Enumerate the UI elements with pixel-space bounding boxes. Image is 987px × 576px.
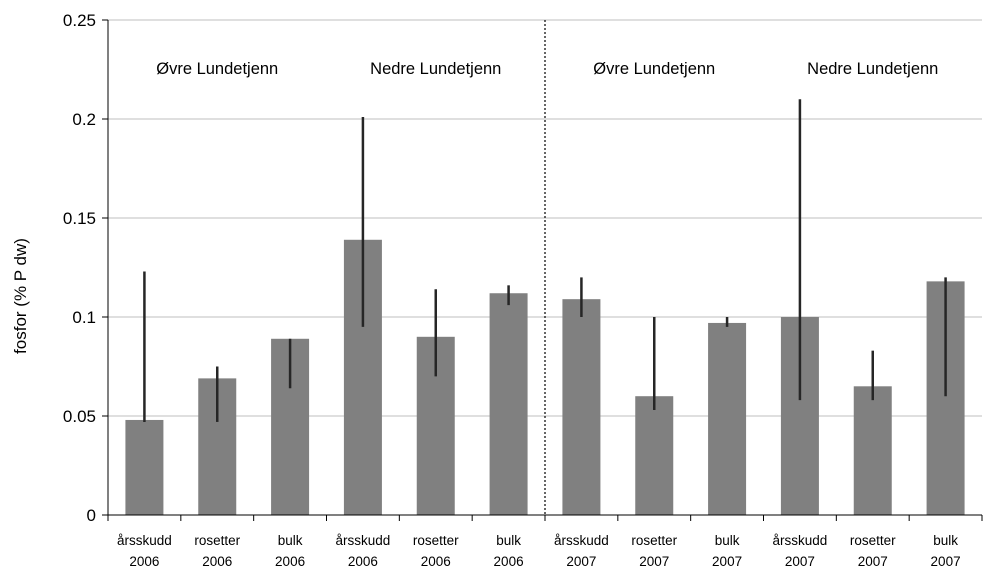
x-tick-label: bulk xyxy=(278,533,303,548)
x-tick-label-year: 2007 xyxy=(712,554,742,569)
axes xyxy=(102,19,983,521)
group-labels: Øvre Lundetjenn Nedre Lundetjenn Øvre Lund… xyxy=(156,60,938,78)
x-tick-label-year: 2006 xyxy=(494,554,524,569)
x-tick-label: rosetter xyxy=(194,533,240,548)
y-tick-label: 0.05 xyxy=(63,407,96,426)
bar xyxy=(853,386,892,515)
bar xyxy=(562,299,601,515)
group-label: Nedre Lundetjenn xyxy=(807,60,938,78)
x-tick-label: rosetter xyxy=(413,533,459,548)
y-tick-label: 0.2 xyxy=(72,110,96,129)
x-tick-label: bulk xyxy=(715,533,740,548)
y-axis-label: fosfor (% P dw) xyxy=(11,238,30,354)
x-tick-label: årsskudd xyxy=(773,533,828,548)
x-tick-label: rosetter xyxy=(631,533,677,548)
bar xyxy=(635,396,674,515)
y-tick-label: 0.15 xyxy=(63,209,96,228)
error-bars xyxy=(143,99,947,422)
bars xyxy=(125,239,965,515)
x-tick-label-year: 2006 xyxy=(202,554,232,569)
x-tick-label: årsskudd xyxy=(117,533,172,548)
x-tick-label: bulk xyxy=(933,533,958,548)
x-tick-label-year: 2006 xyxy=(348,554,378,569)
bar xyxy=(708,322,747,515)
bar xyxy=(489,293,528,515)
group-label: Øvre Lundetjenn xyxy=(156,60,278,78)
x-tick-label-year: 2006 xyxy=(129,554,159,569)
x-tick-label-year: 2007 xyxy=(858,554,888,569)
x-tick-label-year: 2006 xyxy=(421,554,451,569)
group-label: Øvre Lundetjenn xyxy=(593,60,715,78)
x-tick-label: rosetter xyxy=(850,533,896,548)
x-tick-label: årsskudd xyxy=(554,533,609,548)
x-tick-label-year: 2007 xyxy=(566,554,596,569)
x-tick-label: bulk xyxy=(496,533,521,548)
x-tick-labels: årsskudd 2006 rosetter 2006 bulk 2006 årsskudd… xyxy=(117,533,961,569)
x-tick-label-year: 2007 xyxy=(785,554,815,569)
bar xyxy=(125,419,164,515)
group-label: Nedre Lundetjenn xyxy=(370,60,501,78)
y-tick-labels: 0 0.05 0.1 0.15 0.2 0.25 xyxy=(63,11,96,525)
y-tick-label: 0.25 xyxy=(63,11,96,30)
y-tick-label: 0.1 xyxy=(72,308,96,327)
x-tick-label-year: 2006 xyxy=(275,554,305,569)
x-tick-label-year: 2007 xyxy=(931,554,961,569)
x-tick-label-year: 2007 xyxy=(639,554,669,569)
x-tick-label: årsskudd xyxy=(336,533,391,548)
y-tick-label: 0 xyxy=(87,506,96,525)
